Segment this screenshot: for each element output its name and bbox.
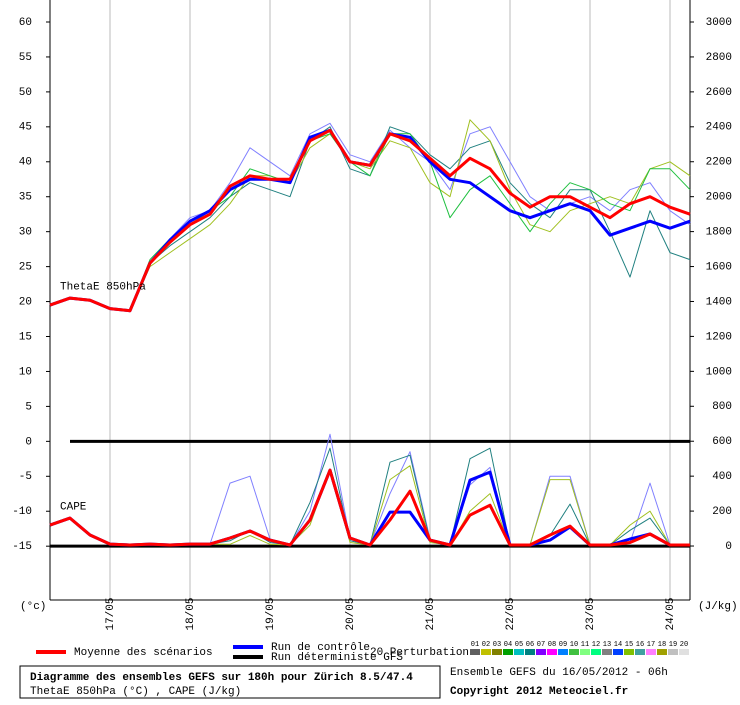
perturbation-code: 15 — [625, 641, 633, 649]
perturbation-swatch — [657, 649, 667, 655]
y2-tick-label: 1600 — [706, 261, 732, 273]
y2-tick-label: 2800 — [706, 52, 732, 64]
y2-tick-label: 2400 — [706, 122, 732, 134]
perturbation-swatch — [679, 649, 689, 655]
y2-tick-label: 400 — [712, 471, 732, 483]
perturbation-swatch — [503, 649, 513, 655]
y-tick-label: 50 — [19, 87, 32, 99]
y2-axis-label: (J/kg) — [698, 601, 738, 613]
perturbation-code: 17 — [647, 641, 655, 649]
perturbation-code: 16 — [636, 641, 644, 649]
y-tick-label: 60 — [19, 17, 32, 29]
perturbation-swatch — [492, 649, 502, 655]
perturbation-code: 13 — [603, 641, 611, 649]
series-line — [49, 119, 691, 312]
y2-tick-label: 1400 — [706, 296, 732, 308]
y2-tick-label: 600 — [712, 436, 732, 448]
series-line — [49, 128, 691, 313]
perturbation-swatch — [481, 649, 491, 655]
perturbation-code: 18 — [658, 641, 666, 649]
chart-subtitle: ThetaE 850hPa (°C) , CAPE (J/kg) — [30, 686, 241, 698]
perturbation-swatch — [536, 649, 546, 655]
x-tick-label: 20/05 — [345, 597, 357, 630]
perturbation-code: 09 — [559, 641, 567, 649]
perturbation-swatch — [613, 649, 623, 655]
perturbations-label: 20 Perturbations — [370, 647, 476, 659]
y-tick-label: 15 — [19, 331, 32, 343]
x-tick-label: 22/05 — [505, 597, 517, 630]
series-line — [49, 468, 690, 547]
y2-tick-label: 200 — [712, 506, 732, 518]
perturbation-swatch — [470, 649, 480, 655]
annotation: ThetaE 850hPa — [60, 281, 146, 293]
y-tick-label: 10 — [19, 366, 32, 378]
y2-tick-label: 1800 — [706, 227, 732, 239]
y2-tick-label: 2600 — [706, 87, 732, 99]
perturbation-swatch — [602, 649, 612, 655]
y2-tick-label: 2200 — [706, 157, 732, 169]
y-tick-label: -5 — [19, 471, 32, 483]
perturbation-swatch — [569, 649, 579, 655]
perturbation-code: 20 — [680, 641, 688, 649]
y2-tick-label: 0 — [725, 541, 732, 553]
legend-label: Run déterministe GFS — [271, 652, 403, 664]
y-tick-label: 35 — [19, 192, 32, 204]
perturbation-code: 19 — [669, 641, 677, 649]
x-tick-label: 17/05 — [105, 597, 117, 630]
y-tick-label: 5 — [25, 401, 32, 413]
y-tick-label: 30 — [19, 227, 32, 239]
x-tick-label: 24/05 — [665, 597, 677, 630]
perturbation-code: 06 — [526, 641, 534, 649]
perturbation-swatch — [580, 649, 590, 655]
perturbation-code: 11 — [581, 641, 589, 649]
y2-tick-label: 1000 — [706, 366, 732, 378]
y-tick-label: -10 — [12, 506, 32, 518]
y-axis-label: (°c) — [20, 601, 46, 613]
run-info: Ensemble GEFS du 16/05/2012 - 06h — [450, 667, 668, 679]
y-tick-label: 45 — [19, 122, 32, 134]
x-tick-label: 23/05 — [585, 597, 597, 630]
perturbation-swatch — [624, 649, 634, 655]
perturbation-code: 05 — [515, 641, 523, 649]
perturbation-swatch — [591, 649, 601, 655]
perturbation-swatch — [635, 649, 645, 655]
perturbation-swatch — [525, 649, 535, 655]
legend-label: Moyenne des scénarios — [74, 647, 213, 659]
perturbation-code: 01 — [471, 641, 479, 649]
y2-tick-label: 800 — [712, 401, 732, 413]
annotation: CAPE — [60, 502, 87, 514]
perturbation-swatch — [668, 649, 678, 655]
perturbation-code: 14 — [614, 641, 622, 649]
y2-tick-label: 2000 — [706, 192, 732, 204]
legend-label: Run de contrôle — [271, 642, 370, 654]
perturbation-code: 10 — [570, 641, 578, 649]
perturbation-code: 08 — [548, 641, 556, 649]
perturbation-swatch — [558, 649, 568, 655]
perturbation-code: 07 — [537, 641, 545, 649]
y2-tick-label: 3000 — [706, 17, 732, 29]
perturbation-code: 03 — [493, 641, 501, 649]
perturbation-swatch — [514, 649, 524, 655]
y-tick-label: 0 — [25, 436, 32, 448]
x-tick-label: 19/05 — [265, 597, 277, 630]
perturbation-swatch — [547, 649, 557, 655]
y-tick-label: 55 — [19, 52, 32, 64]
perturbation-code: 12 — [592, 641, 600, 649]
series-line — [49, 133, 691, 312]
info-box — [19, 665, 441, 699]
y2-tick-label: 1200 — [706, 331, 732, 343]
y-tick-label: -15 — [12, 541, 32, 553]
y-tick-label: 25 — [19, 262, 32, 274]
y-tick-label: 20 — [19, 296, 32, 308]
perturbation-code: 04 — [504, 641, 512, 649]
x-tick-label: 21/05 — [425, 597, 437, 630]
copyright: Copyright 2012 Meteociel.fr — [450, 686, 628, 698]
x-tick-label: 18/05 — [185, 597, 197, 630]
perturbation-swatch — [646, 649, 656, 655]
y-tick-label: 40 — [19, 157, 32, 169]
chart-title: Diagramme des ensembles GEFS sur 180h po… — [30, 672, 413, 684]
perturbation-code: 02 — [482, 641, 490, 649]
